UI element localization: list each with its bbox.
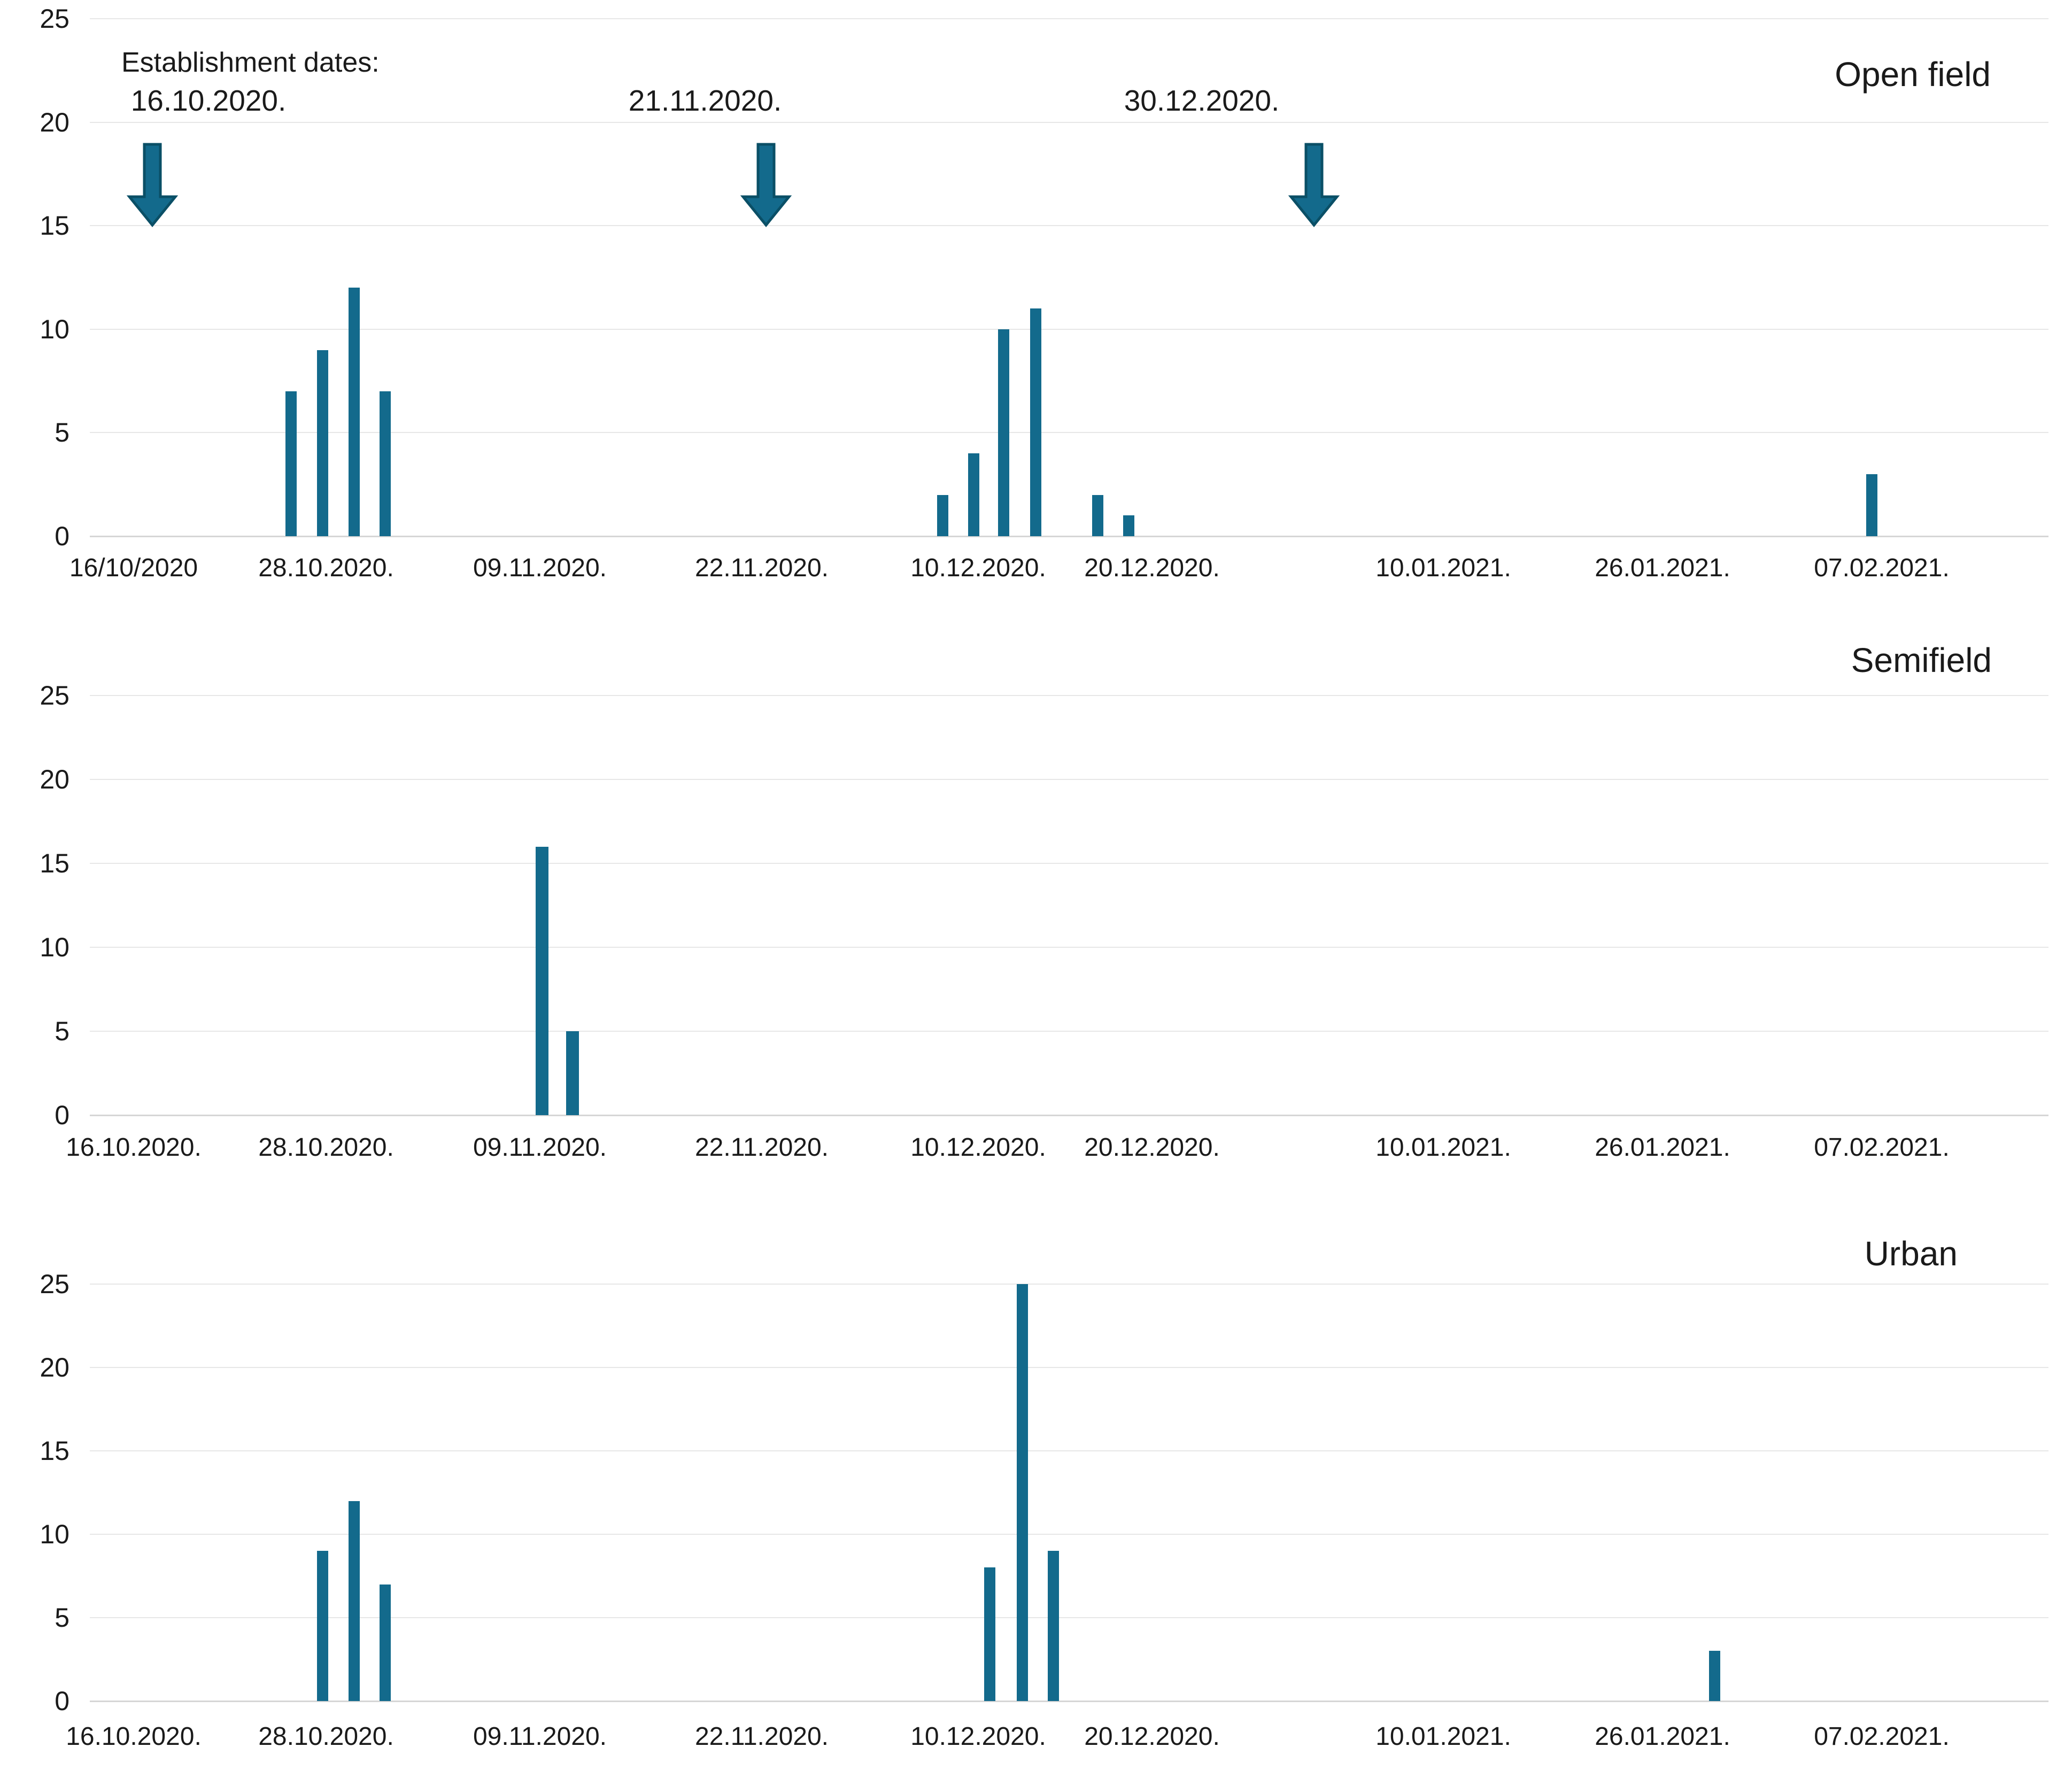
bar [937, 494, 948, 536]
gridline-y-15 [90, 225, 2048, 227]
x-axis-tick-label: 10.12.2020. [910, 1722, 1046, 1751]
x-axis-tick-label: 16/10/2020 [69, 554, 198, 582]
x-axis-tick-label: 20.12.2020. [1084, 1722, 1220, 1751]
y-axis-tick-label: 15 [40, 848, 69, 878]
y-axis-tick-label: 0 [55, 1100, 69, 1130]
bar [1866, 474, 1877, 536]
down-arrow-icon [1288, 142, 1340, 228]
gridline-y-10 [90, 328, 2048, 330]
down-arrow-icon [126, 142, 179, 228]
bar [1016, 1284, 1028, 1701]
x-axis-tick-label: 09.11.2020. [473, 1133, 607, 1162]
urban-title: Urban [1864, 1234, 1958, 1273]
bar [379, 391, 391, 536]
semifield-title: Semifield [1851, 641, 1992, 679]
x-axis-tick-label: 20.12.2020. [1084, 554, 1220, 582]
gridline-y-25 [90, 695, 2048, 696]
bar [984, 1567, 995, 1701]
x-axis-tick-label: 26.01.2021. [1595, 1722, 1730, 1751]
gridline-y-25 [90, 18, 2048, 19]
gridline-y-5 [90, 432, 2048, 434]
y-axis-tick-label: 20 [40, 107, 69, 137]
y-axis-tick-label: 10 [40, 314, 69, 344]
bar [285, 391, 297, 536]
x-axis-tick-label: 07.02.2021. [1814, 1133, 1950, 1162]
x-axis-tick-label: 28.10.2020. [258, 554, 394, 582]
gridline-y-5 [90, 1031, 2048, 1032]
bar [1030, 308, 1041, 536]
gridline-y-0 [90, 536, 2048, 537]
down-arrow-icon [740, 142, 792, 228]
bar [1092, 494, 1103, 536]
bar [1123, 515, 1134, 536]
x-axis-tick-label: 16.10.2020. [66, 1133, 202, 1162]
y-axis-tick-label: 10 [40, 932, 69, 962]
gridline-y-10 [90, 1534, 2048, 1535]
gridline-y-5 [90, 1617, 2048, 1618]
x-axis-tick-label: 07.02.2021. [1814, 554, 1950, 582]
x-axis-tick-label: 22.11.2020. [694, 1133, 829, 1162]
bar [316, 350, 328, 536]
x-axis-tick-label: 16.10.2020. [66, 1722, 202, 1751]
x-axis-tick-label: 10.12.2020. [910, 554, 1046, 582]
y-axis-tick-label: 25 [40, 681, 69, 710]
bar [379, 1584, 391, 1701]
y-axis-tick-label: 20 [40, 1352, 69, 1382]
x-axis-tick-label: 10.01.2021. [1375, 1133, 1511, 1162]
y-axis-tick-label: 20 [40, 764, 69, 794]
y-axis-tick-label: 5 [55, 1603, 69, 1633]
gridline-y-0 [90, 1115, 2048, 1116]
x-axis-tick-label: 10.01.2021. [1375, 554, 1511, 582]
x-axis-tick-label: 28.10.2020. [258, 1133, 394, 1162]
bar [348, 288, 360, 536]
gridline-y-20 [90, 1367, 2048, 1368]
open-field-title: Open field [1835, 55, 1991, 94]
gridline-y-20 [90, 779, 2048, 780]
x-axis-tick-label: 22.11.2020. [694, 554, 829, 582]
y-axis-tick-label: 25 [40, 1269, 69, 1299]
y-axis-tick-label: 5 [55, 1016, 69, 1046]
bar [998, 329, 1009, 536]
bar [316, 1551, 328, 1701]
x-axis-tick-label: 09.11.2020. [473, 1722, 607, 1751]
x-axis-tick-label: 26.01.2021. [1595, 1133, 1730, 1162]
bar [1047, 1551, 1059, 1701]
bar [566, 1031, 579, 1115]
x-axis-tick-label: 10.12.2020. [910, 1133, 1046, 1162]
x-axis-tick-label: 07.02.2021. [1814, 1722, 1950, 1751]
gridline-y-15 [90, 1450, 2048, 1451]
y-axis-tick-label: 25 [40, 4, 69, 34]
y-axis-tick-label: 0 [55, 521, 69, 551]
y-axis-tick-label: 15 [40, 1436, 69, 1466]
x-axis-tick-label: 09.11.2020. [473, 554, 607, 582]
x-axis-tick-label: 20.12.2020. [1084, 1133, 1220, 1162]
x-axis-tick-label: 26.01.2021. [1595, 554, 1730, 582]
establishment-date-label: 21.11.2020. [628, 84, 782, 117]
x-axis-tick-label: 22.11.2020. [694, 1722, 829, 1751]
bar [968, 453, 979, 536]
gridline-y-25 [90, 1284, 2048, 1285]
establishment-dates-header: Establishment dates: [121, 47, 380, 78]
bar [536, 846, 548, 1115]
establishment-date-label: 30.12.2020. [1124, 84, 1280, 117]
gridline-y-20 [90, 121, 2048, 123]
y-axis-tick-label: 0 [55, 1686, 69, 1716]
establishment-date-label: 16.10.2020. [130, 84, 287, 117]
gridline-y-0 [90, 1701, 2048, 1702]
x-axis-tick-label: 10.01.2021. [1375, 1722, 1511, 1751]
bar [348, 1501, 360, 1701]
bar [1708, 1651, 1720, 1701]
gridline-y-15 [90, 863, 2048, 864]
y-axis-tick-label: 15 [40, 211, 69, 241]
gridline-y-10 [90, 947, 2048, 948]
x-axis-tick-label: 28.10.2020. [258, 1722, 394, 1751]
y-axis-tick-label: 5 [55, 418, 69, 448]
y-axis-tick-label: 10 [40, 1519, 69, 1549]
